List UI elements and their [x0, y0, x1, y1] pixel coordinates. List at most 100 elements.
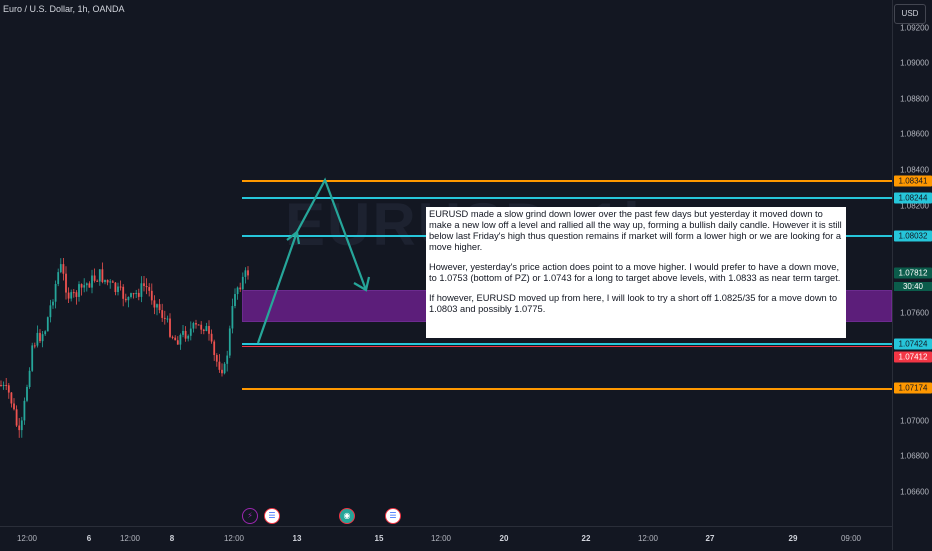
price-tick: 1.08200	[900, 201, 929, 211]
candle-body	[239, 287, 242, 290]
candle-body	[65, 273, 67, 293]
candle-body	[231, 306, 234, 329]
time-tick: 12:00	[637, 534, 659, 543]
projection-path[interactable]	[0, 0, 892, 526]
price-tick: 1.06600	[900, 487, 929, 497]
level-price-label-4: 1.07424	[894, 338, 932, 350]
candle-body	[36, 332, 39, 346]
candle-body	[184, 330, 187, 339]
multi-event-icon[interactable]: ◉	[339, 508, 355, 524]
price-tick: 1.07000	[900, 416, 929, 426]
candle-body	[114, 282, 117, 293]
us-flag-event-icon-2[interactable]: ☰	[385, 508, 401, 524]
candle-body	[109, 281, 112, 283]
candle-body	[117, 286, 119, 293]
candle-body	[98, 269, 101, 282]
candle-body	[221, 369, 223, 374]
candle-body	[80, 284, 83, 288]
candle-body	[59, 264, 62, 273]
candle-body	[88, 283, 91, 288]
level-price-label-3: 1.08032	[894, 230, 932, 242]
candlestick-series	[0, 257, 249, 438]
candle-body	[5, 385, 8, 387]
time-tick: 22	[581, 534, 591, 543]
candle-body	[166, 318, 169, 320]
candle-body	[236, 287, 239, 295]
candle-body	[13, 403, 15, 410]
candle-body	[2, 385, 5, 387]
candle-body	[234, 294, 236, 307]
candle-body	[111, 281, 114, 283]
price-tick: 1.09000	[900, 58, 929, 68]
candle-body	[101, 269, 104, 283]
candle-body	[67, 292, 70, 299]
level-line-2[interactable]	[242, 197, 892, 199]
candle-body	[158, 304, 161, 311]
candle-body	[28, 370, 31, 387]
candle-body	[189, 328, 192, 336]
candle-body	[91, 275, 93, 288]
candle-body	[49, 305, 52, 318]
candle-body	[57, 272, 60, 285]
candle-body	[130, 293, 132, 297]
candle-body	[200, 324, 203, 330]
candle-body	[174, 337, 177, 341]
currency-button[interactable]: USD	[894, 4, 926, 24]
candle-body	[104, 279, 106, 283]
candle-body	[137, 292, 140, 297]
level-line-6[interactable]	[242, 388, 892, 390]
price-tick: 1.07600	[900, 308, 929, 318]
candle-body	[33, 345, 36, 347]
candle-body	[150, 290, 153, 301]
candle-body	[0, 385, 2, 386]
time-tick: 12:00	[16, 534, 38, 543]
candle-body	[127, 296, 130, 301]
current-price-label: 1.07812	[894, 267, 932, 279]
candle-body	[215, 355, 218, 362]
candle-body	[210, 333, 213, 342]
level-price-label-5: 1.07412	[894, 351, 932, 363]
candle-body	[208, 326, 210, 334]
candle-body	[135, 292, 138, 294]
candle-body	[153, 300, 156, 308]
candle-body	[143, 283, 145, 286]
time-axis[interactable]: 12:00 6 12:00 8 12:00 13 15 12:00 20 22 …	[0, 526, 892, 551]
price-tick: 1.08800	[900, 94, 929, 104]
candle-body	[46, 317, 49, 332]
candle-body	[244, 270, 247, 277]
candle-body	[148, 287, 151, 291]
note-paragraph-3: If however, EURUSD moved up from here, I…	[429, 293, 838, 314]
candle-body	[54, 284, 57, 302]
level-line-4[interactable]	[242, 343, 892, 345]
candle-body	[83, 285, 86, 288]
time-tick: 13	[292, 534, 302, 543]
candle-body	[75, 292, 78, 297]
candle-body	[202, 329, 205, 332]
time-tick: 20	[499, 534, 509, 543]
time-tick: 12:00	[119, 534, 141, 543]
analysis-note[interactable]: EURUSD made a slow grind down lower over…	[426, 207, 846, 338]
candle-body	[78, 284, 80, 297]
chart-area[interactable]: EURUSD, 1h EURUSD made a slow grind down…	[0, 0, 892, 526]
candle-body	[41, 334, 44, 342]
lightning-event-icon[interactable]: ⚡	[242, 508, 258, 524]
candle-body	[179, 334, 182, 345]
time-tick: 12:00	[223, 534, 245, 543]
candle-body	[44, 331, 47, 335]
candle-body	[122, 286, 125, 299]
level-price-label-2: 1.08244	[894, 192, 932, 204]
level-line-1[interactable]	[242, 180, 892, 182]
note-paragraph-2: However, yesterday's price action does p…	[429, 262, 841, 283]
candle-body	[223, 363, 226, 374]
time-tick: 09:00	[840, 534, 862, 543]
price-tick: 1.09200	[900, 23, 929, 33]
bar-countdown: 30:40	[894, 282, 932, 291]
us-flag-event-icon[interactable]: ☰	[264, 508, 280, 524]
symbol-title[interactable]: Euro / U.S. Dollar, 1h, OANDA	[3, 4, 125, 14]
candle-body	[15, 409, 18, 426]
price-axis[interactable]: 1.09200 1.09000 1.08800 1.08600 1.08400 …	[892, 0, 932, 550]
time-tick: 29	[788, 534, 798, 543]
level-line-5[interactable]	[242, 346, 892, 347]
time-tick: 8	[169, 534, 175, 543]
time-tick: 12:00	[430, 534, 452, 543]
